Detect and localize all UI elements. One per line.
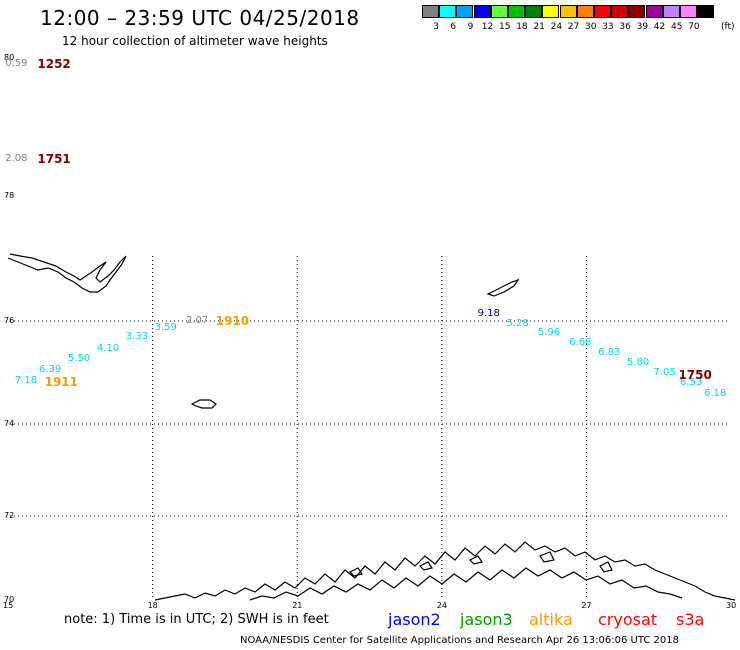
scale-swatch	[559, 5, 577, 18]
wave-height-reading: 2.07	[185, 315, 209, 326]
longitude-label: 21	[292, 601, 303, 610]
wave-height-reading: 6.53	[680, 376, 703, 388]
legend-note: note: 1) Time is in UTC; 2) SWH is in fe…	[64, 612, 329, 627]
wave-height-reading: 2.08	[5, 152, 28, 164]
latitude-label: 80	[4, 53, 15, 62]
scale-tick-label: 18	[516, 22, 528, 32]
color-scale-unit: (ft)	[721, 22, 735, 32]
satellite-legend-s3a: s3a	[676, 610, 705, 629]
satellite-legend-jason3: jason3	[460, 610, 513, 629]
pass-time-label: 1911	[44, 375, 79, 390]
longitude-label: 27	[581, 601, 592, 610]
latitude-label: 72	[4, 511, 15, 520]
longitude-label: 24	[436, 601, 447, 610]
scale-swatch	[456, 5, 474, 18]
scale-tick-label: 12	[481, 22, 494, 32]
scale-swatch	[439, 5, 457, 18]
scale-swatch	[594, 5, 611, 18]
wave-height-reading: 7.18	[14, 375, 38, 387]
fjord-islands	[348, 551, 613, 577]
longitude-label: 18	[147, 601, 158, 610]
pass-time-label: 1252	[37, 56, 71, 71]
wave-height-reading: 5.28	[506, 318, 529, 330]
map-title: 12:00 – 23:59 UTC 04/25/2018	[40, 6, 360, 30]
scale-tick-label: 3	[433, 22, 439, 32]
wave-height-reading: 9.18	[477, 307, 500, 319]
footer-credit: NOAA/NESDIS Center for Satellite Applica…	[240, 635, 679, 646]
scale-tick-label: 15	[499, 22, 511, 32]
wave-height-reading: 7.05	[653, 367, 676, 378]
scale-swatch	[525, 5, 543, 18]
scale-swatch	[680, 5, 697, 18]
map-subtitle: 12 hour collection of altimeter wave hei…	[62, 34, 328, 48]
wave-height-reading: 3.59	[154, 321, 177, 333]
scale-tick-label: 36	[619, 22, 631, 32]
wave-height-reading: 6.68	[569, 336, 592, 348]
pass-time-label: 1750	[678, 367, 712, 382]
scale-swatch	[490, 5, 508, 18]
scale-tick-label: 42	[653, 22, 666, 32]
scale-swatch	[542, 5, 560, 18]
norway-coast	[154, 541, 736, 601]
norway-coast-inner	[249, 567, 683, 601]
scale-swatch	[576, 5, 594, 18]
scale-swatch	[697, 5, 715, 18]
scale-tick-label: 33	[602, 22, 614, 32]
scale-tick-label: 30	[585, 22, 597, 32]
scale-tick-label: 21	[533, 22, 545, 32]
wave-height-reading: 4.10	[96, 342, 120, 354]
scale-swatch	[473, 5, 491, 18]
hopen-coast	[486, 278, 520, 297]
scale-tick-label: 70	[688, 22, 700, 32]
scale-swatch	[662, 5, 680, 18]
wave-height-reading: 3.33	[125, 331, 148, 343]
latitude-label: 78	[4, 191, 15, 200]
longitude-label: 30	[726, 601, 737, 610]
scale-tick-label: 27	[567, 22, 580, 32]
scale-tick-label: 24	[550, 22, 563, 32]
svalbard-coast	[7, 253, 127, 293]
latitude-label: 74	[4, 419, 15, 428]
wave-height-reading: 5.80	[627, 357, 650, 369]
wave-height-reading: 5.50	[67, 353, 91, 365]
coastlines	[7, 253, 736, 601]
latitude-label: 70	[4, 595, 15, 604]
scale-tick-label: 45	[671, 22, 683, 32]
scale-swatch	[628, 5, 646, 18]
satellite-legend-jason2: jason2	[388, 610, 441, 629]
latitude-label: 76	[4, 316, 15, 325]
scale-tick-label: 9	[467, 22, 474, 32]
scale-swatch	[422, 5, 439, 18]
scale-tick-label: 6	[450, 22, 457, 32]
scale-tick-label: 39	[636, 22, 649, 32]
wave-height-reading: 6.18	[704, 387, 727, 399]
scale-swatch	[508, 5, 525, 18]
bear-island-coast	[190, 399, 217, 409]
pass-time-label: 1910	[215, 314, 250, 328]
wave-height-reading: 6.83	[598, 346, 621, 358]
graticule	[10, 256, 730, 600]
longitude-label: 15	[3, 601, 14, 610]
wave-height-reading: 5.96	[537, 326, 561, 338]
satellite-legend-altika: altika	[529, 610, 573, 629]
wave-height-reading: 6.39	[38, 364, 62, 376]
wave-height-reading: 0.59	[5, 57, 28, 69]
scale-swatch	[645, 5, 663, 18]
satellite-legend-cryosat: cryosat	[598, 610, 658, 629]
pass-time-label: 1751	[37, 151, 71, 166]
scale-swatch	[611, 5, 629, 18]
